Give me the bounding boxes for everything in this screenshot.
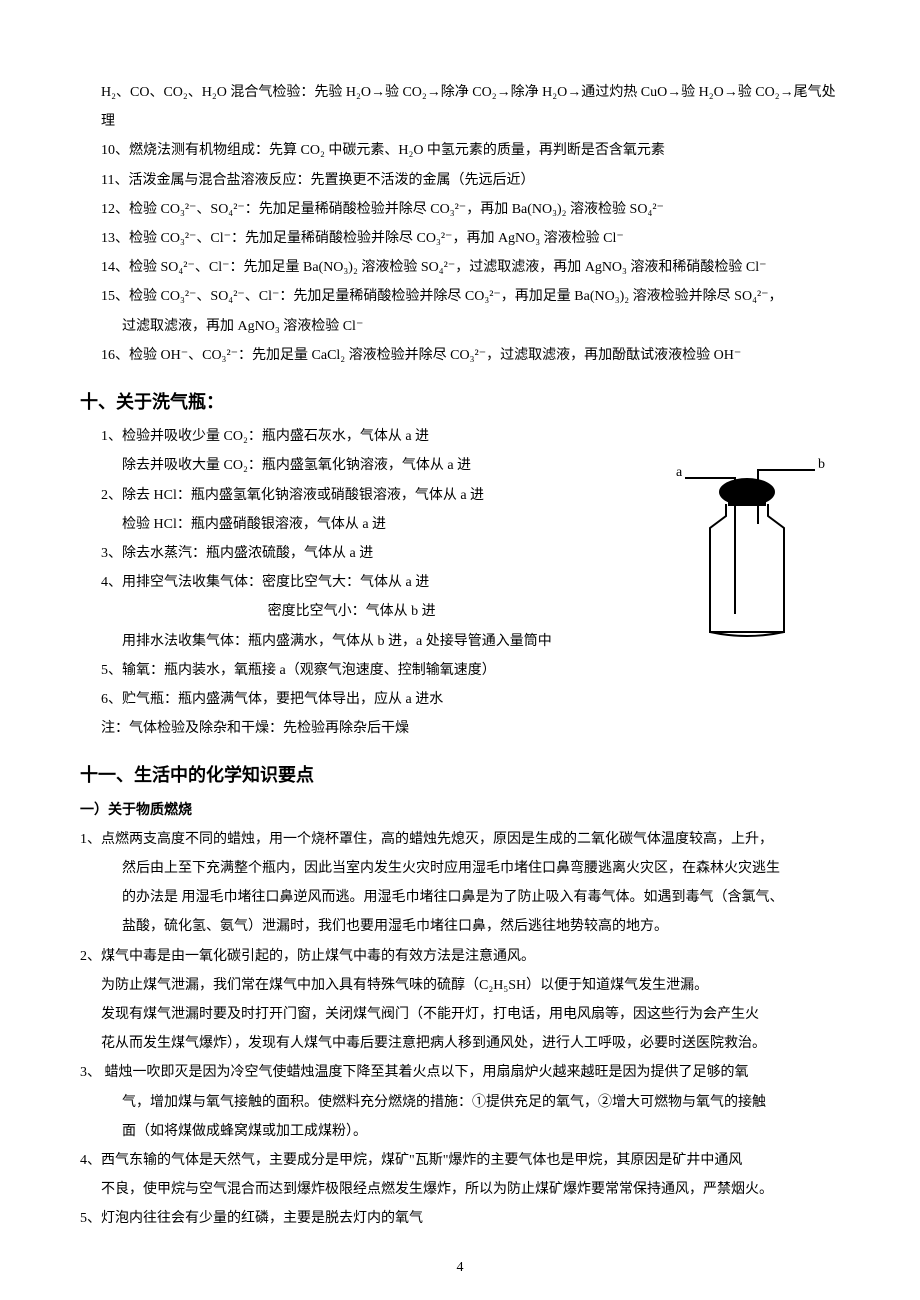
s10-item-6: 6、贮气瓶：瓶内盛满气体，要把气体导出，应从 a 进水	[80, 687, 840, 712]
section-10-heading: 十、关于洗气瓶：	[80, 386, 840, 418]
s11-p1d: 盐酸，硫化氢、氨气）泄漏时，我们也要用湿毛巾堵往口鼻，然后逃往地势较高的地方。	[80, 914, 840, 939]
top-line-1: H₂、CO、CO₂、H₂O 混合气检验：先验 H₂O→验 CO₂→除净 CO₂→…	[80, 80, 840, 105]
item-16: 16、检验 OH⁻、CO₃²⁻：先加足量 CaCl₂ 溶液检验并除尽 CO₃²⁻…	[80, 343, 840, 368]
s11-p1a: 1、点燃两支高度不同的蜡烛，用一个烧杯罩住，高的蜡烛先熄灭，原因是生成的二氧化碳…	[80, 827, 840, 852]
s11-p4b: 不良，使甲烷与空气混合而达到爆炸极限经点燃发生爆炸，所以为防止煤矿爆炸要常常保持…	[80, 1177, 840, 1202]
page-root: H₂、CO、CO₂、H₂O 混合气检验：先验 H₂O→验 CO₂→除净 CO₂→…	[0, 0, 920, 1300]
item-10: 10、燃烧法测有机物组成：先算 CO₂ 中碳元素、H₂O 中氢元素的质量，再判断…	[80, 138, 840, 163]
s10-item-2a: 2、除去 HCl：瓶内盛氢氧化钠溶液或硝酸银溶液，气体从 a 进	[80, 483, 620, 508]
top-line-1b: 理	[80, 109, 840, 134]
s10-note: 注：气体检验及除杂和干燥：先检验再除杂后干燥	[80, 716, 840, 741]
s10-item-1b: 除去并吸收大量 CO₂：瓶内盛氢氧化钠溶液，气体从 a 进	[80, 453, 620, 478]
s11-p3a: 3、 蜡烛一吹即灭是因为冷空气使蜡烛温度下降至其着火点以下，用扇扇炉火越来越旺是…	[80, 1060, 840, 1085]
item-13: 13、检验 CO₃²⁻、Cl⁻：先加足量稀硝酸检验并除尽 CO₃²⁻，再加 Ag…	[80, 226, 840, 251]
item-11: 11、活泼金属与混合盐溶液反应：先置换更不活泼的金属（先远后近）	[80, 168, 840, 193]
bottle-outline	[710, 504, 784, 632]
label-b: b	[818, 457, 825, 472]
s11-p2b: 为防止煤气泄漏，我们常在煤气中加入具有特殊气味的硫醇（C₂H₅SH）以便于知道煤…	[80, 973, 840, 998]
s10-item-4b: 密度比空气小：气体从 b 进	[80, 599, 620, 624]
s11-p2c: 发现有煤气泄漏时要及时打开门窗，关闭煤气阀门（不能开灯，打电话，用电风扇等，因这…	[80, 1002, 840, 1027]
s11-p3c: 面（如将煤做成蜂窝煤或加工成煤粉）。	[80, 1119, 840, 1144]
item-14: 14、检验 SO₄²⁻、Cl⁻：先加足量 Ba(NO₃)₂ 溶液检验 SO₄²⁻…	[80, 255, 840, 280]
s10-item-2b: 检验 HCl：瓶内盛硝酸银溶液，气体从 a 进	[80, 512, 620, 537]
section-11-heading: 十一、生活中的化学知识要点	[80, 759, 840, 791]
s11-p4a: 4、西气东输的气体是天然气，主要成分是甲烷，煤矿"瓦斯"爆炸的主要气体也是甲烷，…	[80, 1148, 840, 1173]
gas-bottle-figure: a b	[660, 434, 830, 654]
s11-p1b: 然后由上至下充满整个瓶内，因此当室内发生火灾时应用湿毛巾堵住口鼻弯腰逃离火灾区，…	[80, 856, 840, 881]
page-number: 4	[0, 1255, 920, 1280]
item-12: 12、检验 CO₃²⁻、SO₄²⁻：先加足量稀硝酸检验并除尽 CO₃²⁻，再加 …	[80, 197, 840, 222]
s11-p2d: 花从而发生煤气爆炸），发现有人煤气中毒后要注意把病人移到通风处，进行人工呼吸，必…	[80, 1031, 840, 1056]
s11-p3b: 气，增加煤与氧气接触的面积。使燃料充分燃烧的措施：①提供充足的氧气，②增大可燃物…	[80, 1090, 840, 1115]
section-11-sub1: 一）关于物质燃烧	[80, 798, 840, 823]
s10-item-4a: 4、用排空气法收集气体：密度比空气大：气体从 a 进	[80, 570, 620, 595]
item-15: 15、检验 CO₃²⁻、SO₄²⁻、Cl⁻：先加足量稀硝酸检验并除尽 CO₃²⁻…	[80, 284, 840, 309]
item-15b: 过滤取滤液，再加 AgNO₃ 溶液检验 Cl⁻	[80, 314, 840, 339]
s11-p5: 5、灯泡内往往会有少量的红磷，主要是脱去灯内的氧气	[80, 1206, 840, 1231]
label-a: a	[676, 465, 683, 480]
section-10-body: a b 1、检验并吸收少量 CO₂：瓶内盛石灰水，气体从 a 进 除去并吸收大量…	[80, 424, 840, 741]
s10-item-5: 5、输氧：瓶内装水，氧瓶接 a（观察气泡速度、控制输氧速度）	[80, 658, 840, 683]
s11-p2a: 2、煤气中毒是由一氧化碳引起的，防止煤气中毒的有效方法是注意通风。	[80, 944, 840, 969]
s10-item-3: 3、除去水蒸汽：瓶内盛浓硫酸，气体从 a 进	[80, 541, 620, 566]
s10-item-1a: 1、检验并吸收少量 CO₂：瓶内盛石灰水，气体从 a 进	[80, 424, 620, 449]
s11-p1c: 的办法是 用湿毛巾堵往口鼻逆风而逃。用湿毛巾堵往口鼻是为了防止吸入有毒气体。如遇…	[80, 885, 840, 910]
